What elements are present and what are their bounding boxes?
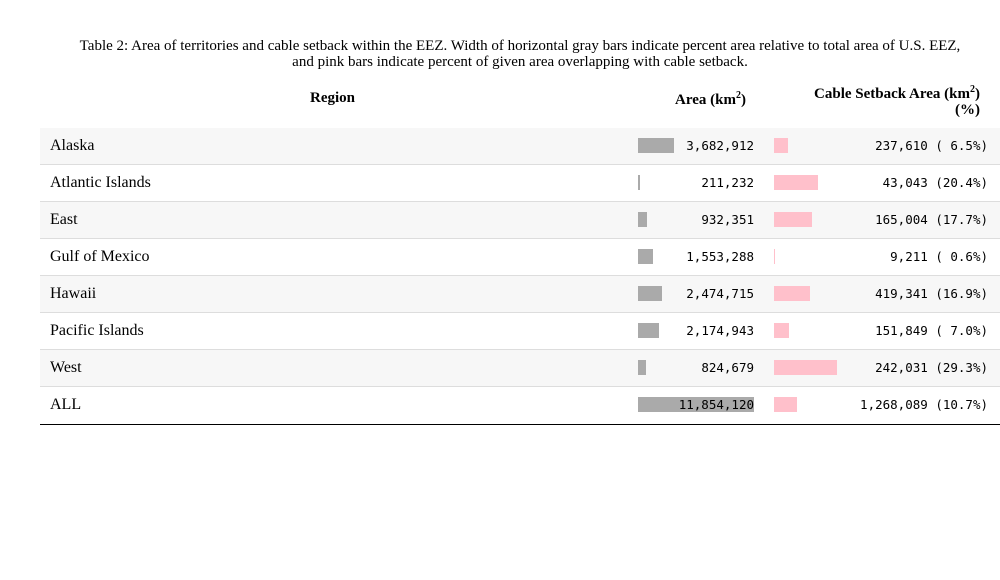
cable-header-percent: (%) (955, 102, 980, 118)
cable-header-superscript: 2 (970, 84, 975, 95)
area-header-superscript: 2 (736, 90, 741, 101)
cable-header-text: Cable Setback Area (km (814, 86, 970, 102)
table-row: Alaska 3,682,912 237,610 ( 6.5%) (40, 128, 1000, 165)
area-value: 932,351 (701, 212, 754, 227)
cable-setback-bar (774, 286, 811, 301)
region-cell: Hawaii (50, 285, 97, 302)
cable-setback-percent: ( 0.6%) (935, 249, 988, 264)
cable-setback-percent: (16.9%) (935, 286, 988, 301)
cable-setback-value: 9,211 ( 0.6%) (800, 239, 988, 275)
area-bar (638, 138, 675, 153)
caption-line-2: and pink bars indicate percent of given … (292, 54, 748, 70)
caption-line-1: Table 2: Area of territories and cable s… (79, 38, 961, 54)
cable-setback-percent: (17.7%) (935, 212, 988, 227)
area-bar (638, 175, 641, 190)
area-bar (638, 286, 663, 301)
table-row: Hawaii 2,474,715 419,341 (16.9%) (40, 276, 1000, 313)
cable-setback-bar (774, 249, 776, 264)
area-bar (638, 397, 754, 412)
cable-setback-percent: ( 7.0%) (935, 323, 988, 338)
cable-setback-bar (774, 323, 790, 338)
cable-setback-area: 1,268,089 (860, 397, 928, 412)
cable-setback-value: 43,043 (20.4%) (800, 165, 988, 201)
column-header-region: Region (310, 90, 355, 106)
cable-setback-value: 1,268,089 (10.7%) (800, 387, 988, 423)
cable-setback-value: 165,004 (17.7%) (800, 202, 988, 238)
cable-setback-area: 419,341 (875, 286, 928, 301)
cable-setback-value: 237,610 ( 6.5%) (800, 128, 988, 164)
bottom-rule (40, 424, 1000, 425)
cable-setback-bar (774, 360, 837, 375)
area-bar (638, 212, 648, 227)
table-row: Gulf of Mexico 1,553,288 9,211 ( 0.6%) (40, 239, 1000, 276)
cable-setback-percent: ( 6.5%) (935, 138, 988, 153)
region-cell: Pacific Islands (50, 322, 144, 339)
column-header-area: Area (km2) (600, 90, 746, 109)
area-value: 2,474,715 (686, 286, 754, 301)
region-cell: Alaska (50, 137, 95, 154)
cable-setback-percent: (29.3%) (935, 360, 988, 375)
area-header-close: ) (741, 92, 746, 108)
cable-setback-bar (774, 175, 818, 190)
cable-setback-area: 9,211 (890, 249, 928, 264)
area-value: 824,679 (701, 360, 754, 375)
cable-setback-value: 242,031 (29.3%) (800, 350, 988, 386)
area-value: 211,232 (701, 175, 754, 190)
cable-setback-area: 165,004 (875, 212, 928, 227)
area-bar (638, 323, 660, 338)
region-cell: West (50, 359, 82, 376)
column-header-cable-setback: Cable Setback Area (km2) (%) (780, 82, 980, 118)
cable-setback-area: 237,610 (875, 138, 928, 153)
cable-setback-value: 151,849 ( 7.0%) (800, 313, 988, 349)
cable-setback-area: 43,043 (882, 175, 928, 190)
area-bar (638, 360, 647, 375)
table-caption: Table 2: Area of territories and cable s… (40, 38, 1000, 70)
area-value: 1,553,288 (686, 249, 754, 264)
table-row: Pacific Islands 2,174,943 151,849 ( 7.0%) (40, 313, 1000, 350)
area-bar (638, 249, 654, 264)
table-body: Alaska 3,682,912 237,610 ( 6.5%) Atlantic I… (40, 128, 1000, 423)
area-value: 11,854,120 (678, 397, 754, 412)
region-cell: Atlantic Islands (50, 174, 151, 191)
cable-setback-area: 151,849 (875, 323, 928, 338)
cable-setback-value: 419,341 (16.9%) (800, 276, 988, 312)
area-value: 3,682,912 (686, 138, 754, 153)
cable-header-close: ) (975, 86, 980, 102)
cable-setback-bar (774, 397, 797, 412)
cable-setback-bar (774, 138, 788, 153)
area-header-text: Area (km (675, 92, 736, 108)
cable-setback-percent: (20.4%) (935, 175, 988, 190)
region-cell: Gulf of Mexico (50, 248, 150, 265)
table-row: West 824,679 242,031 (29.3%) (40, 350, 1000, 387)
region-cell: East (50, 211, 78, 228)
cable-setback-percent: (10.7%) (935, 397, 988, 412)
area-value: 2,174,943 (686, 323, 754, 338)
table-row: ALL 11,854,120 1,268,089 (10.7%) (40, 387, 1000, 423)
cable-setback-bar (774, 212, 813, 227)
table-row: East 932,351 165,004 (17.7%) (40, 202, 1000, 239)
region-cell: ALL (50, 396, 82, 413)
table-row: Atlantic Islands 211,232 43,043 (20.4%) (40, 165, 1000, 202)
cable-setback-area: 242,031 (875, 360, 928, 375)
